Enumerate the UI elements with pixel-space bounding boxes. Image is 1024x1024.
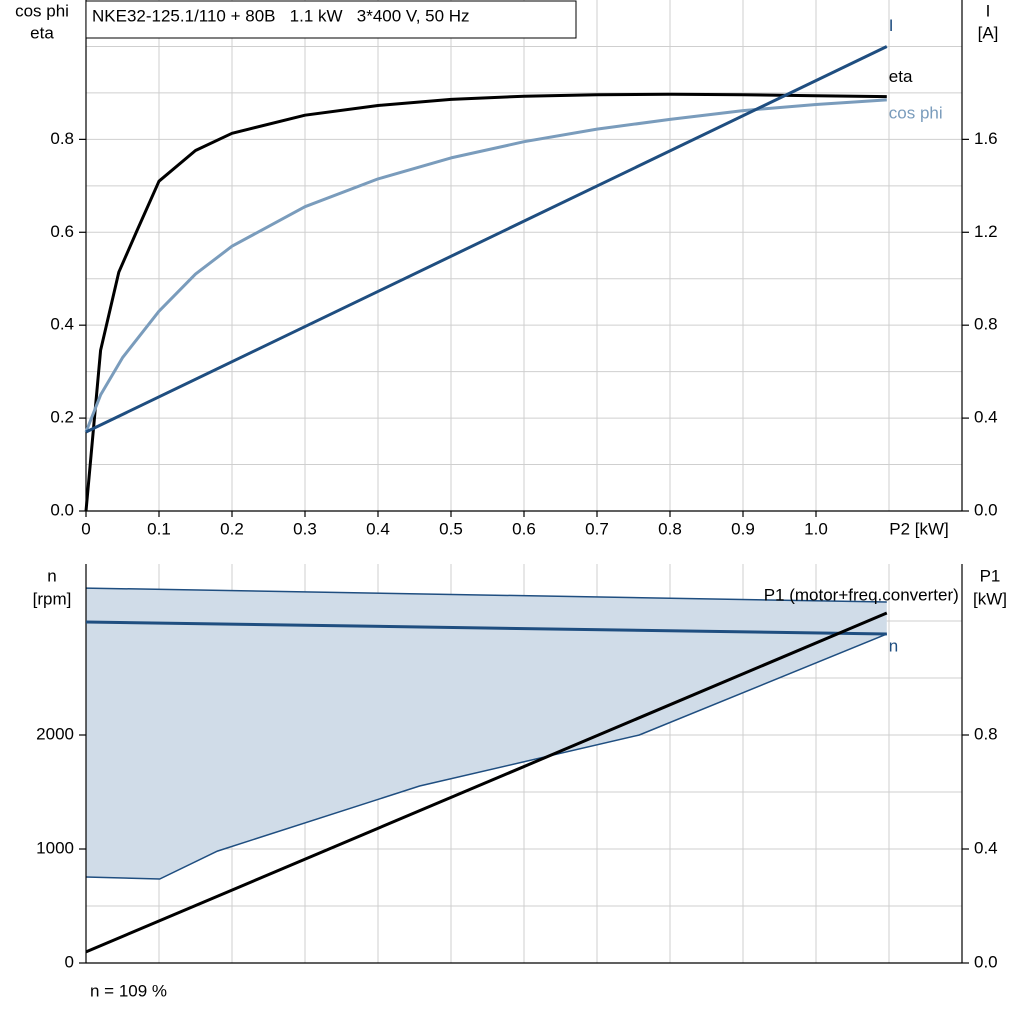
band-upper-edge (85, 587, 887, 603)
x-tick-label: 0.9 (731, 519, 755, 538)
y-axis-label: n (47, 566, 56, 585)
curve-label: I (889, 16, 894, 35)
y2-axis-label: [A] (978, 23, 999, 42)
y-tick-label: 0.4 (50, 315, 74, 334)
y-tick-label: 0.0 (50, 500, 74, 519)
y2-tick-label: 0.0 (974, 952, 998, 971)
y-tick-label: 0.6 (50, 222, 74, 241)
y-tick-label: 0.2 (50, 408, 74, 427)
y2-axis-label: I (986, 1, 991, 20)
y2-tick-label: 0.4 (974, 408, 998, 427)
band-lower-edge (85, 633, 888, 880)
x-tick-label: 0.1 (147, 519, 171, 538)
x-tick-label: 0.7 (585, 519, 609, 538)
x-tick-label: 0.8 (658, 519, 682, 538)
curve (85, 611, 888, 954)
annotation: n = 109 % (90, 981, 167, 1000)
x-tick-label: 0.4 (366, 519, 390, 538)
y-axis-label: cos phi (15, 1, 69, 20)
curve-label: P1 (motor+freq.converter) (764, 586, 959, 605)
y2-tick-label: 0.0 (974, 500, 998, 519)
y2-tick-label: 0.8 (974, 724, 998, 743)
title-box (85, 0, 577, 39)
y-axis-label: [rpm] (33, 589, 72, 608)
y2-tick-label: 0.4 (974, 838, 998, 857)
y2-axis-label: P1 (980, 566, 1001, 585)
y-axis-label: eta (30, 23, 54, 42)
y2-axis-label: [kW] (973, 589, 1007, 608)
y-tick-label: 0.8 (50, 129, 74, 148)
curve (85, 620, 887, 636)
operating-band (86, 588, 887, 879)
y2-tick-label: 0.8 (974, 315, 998, 334)
curve-label: eta (889, 67, 913, 86)
curve (84, 92, 887, 512)
x-tick-label: 0 (81, 519, 90, 538)
x-tick-label: 1.0 (804, 519, 828, 538)
x-tick-label: 0.5 (439, 519, 463, 538)
x-tick-label: 0.2 (220, 519, 244, 538)
y-tick-label: 2000 (36, 724, 74, 743)
y2-tick-label: 1.2 (974, 222, 998, 241)
curve-label: cos phi (889, 103, 943, 122)
curve-label: n (889, 636, 898, 655)
curve (85, 45, 888, 434)
curve (84, 98, 887, 433)
x-axis-label: P2 [kW] (889, 519, 949, 538)
y-tick-label: 1000 (36, 838, 74, 857)
y-tick-label: 0 (65, 952, 74, 971)
chart-title: NKE32-125.1/110 + 80B 1.1 kW 3*400 V, 50… (92, 6, 470, 25)
x-tick-label: 0.6 (512, 519, 536, 538)
y2-tick-label: 1.6 (974, 129, 998, 148)
x-tick-label: 0.3 (293, 519, 317, 538)
